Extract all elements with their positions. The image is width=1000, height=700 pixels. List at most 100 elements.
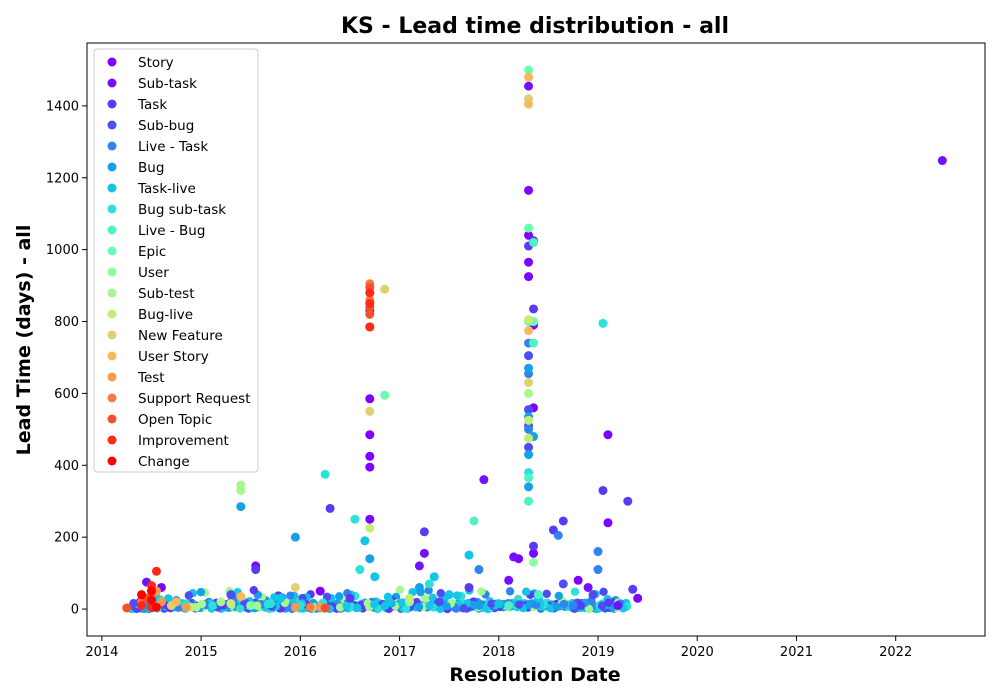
legend-marker: [107, 120, 117, 130]
point-sub-task: [479, 475, 489, 485]
point-new-feature: [290, 582, 300, 592]
point-sub-task: [524, 81, 534, 91]
point-bug-live: [524, 433, 534, 443]
point-user: [246, 600, 256, 610]
point-bug-sub-task: [598, 318, 608, 328]
point-new-feature: [380, 284, 390, 294]
legend-label: Story: [138, 55, 174, 71]
point-user-story: [524, 99, 534, 109]
point-story: [365, 514, 375, 524]
point-bug-live: [524, 315, 534, 325]
legend-label: Live - Task: [138, 139, 208, 155]
legend-label: Bug-live: [138, 307, 193, 323]
point-story: [633, 593, 643, 603]
legend-label: Change: [138, 454, 190, 470]
point-test: [181, 602, 191, 612]
point-story: [365, 430, 375, 440]
baseline-point: [249, 585, 258, 595]
point-bug: [524, 450, 534, 460]
legend: Story Sub-task Task Sub-bug Live - Task Bug Ta…: [93, 48, 259, 473]
point-story: [365, 462, 375, 472]
legend-marker: [107, 99, 117, 109]
legend-label: Test: [137, 370, 165, 386]
baseline-point: [525, 600, 534, 609]
legend-marker: [107, 330, 117, 340]
legend-marker: [107, 78, 117, 88]
point-open-topic: [365, 309, 375, 319]
point-new-feature: [524, 378, 534, 388]
legend-label: Sub-task: [138, 76, 197, 92]
baseline-point: [522, 587, 531, 596]
baseline-point: [370, 600, 379, 609]
point-change: [151, 602, 161, 612]
point-task: [529, 541, 539, 551]
point-bug-sub-task: [320, 469, 330, 479]
point-sub-bug: [226, 590, 236, 600]
point-improvement: [365, 299, 375, 309]
point-story: [524, 272, 534, 282]
baseline-point: [436, 589, 445, 598]
point-task: [628, 584, 638, 594]
baseline-point: [129, 599, 138, 608]
baseline-point: [363, 599, 372, 608]
point-live-task: [553, 530, 563, 540]
point-epic: [524, 65, 534, 75]
baseline-point: [335, 603, 345, 612]
y-tick-label: 800: [54, 315, 79, 330]
point-improvement: [137, 600, 147, 610]
baseline-point: [459, 604, 468, 613]
legend-label: Sub-test: [138, 286, 195, 302]
baseline-point: [604, 598, 613, 607]
point-story: [365, 451, 375, 461]
legend-marker: [107, 57, 117, 67]
point-bug-sub-task: [424, 579, 434, 589]
point-support-request: [305, 602, 315, 612]
baseline-point: [453, 591, 462, 600]
x-axis-label: Resolution Date: [449, 664, 620, 686]
baseline-point: [546, 604, 555, 613]
point-change: [146, 586, 156, 596]
point-new-feature: [365, 406, 375, 416]
x-tick-label: 2017: [383, 645, 416, 660]
point-sub-test: [524, 388, 534, 398]
point-story: [603, 518, 613, 528]
x-tick-label: 2019: [581, 645, 614, 660]
legend-marker: [107, 162, 117, 172]
x-tick-label: 2015: [185, 645, 218, 660]
point-bug: [524, 482, 534, 492]
point-sub-bug: [558, 579, 568, 589]
point-task-live: [494, 599, 504, 609]
legend-marker: [107, 141, 117, 151]
point-sub-bug: [524, 405, 534, 415]
baseline-point: [597, 601, 607, 610]
baseline-point: [184, 591, 194, 600]
point-change: [137, 590, 147, 600]
x-tick-label: 2014: [85, 645, 118, 660]
point-bug-live: [365, 523, 375, 533]
point-task: [419, 527, 429, 537]
legend-marker: [107, 393, 117, 403]
y-tick-label: 0: [71, 603, 79, 618]
legend-marker: [107, 435, 117, 445]
legend-marker: [107, 351, 117, 361]
point-sub-test: [216, 597, 226, 607]
point-epic: [380, 390, 390, 400]
point-story: [524, 257, 534, 267]
point-live-task: [474, 565, 484, 575]
point-live-bug: [504, 600, 514, 610]
point-task: [325, 503, 335, 513]
point-change: [146, 595, 156, 605]
legend-label: Task: [137, 97, 167, 113]
y-tick-label: 400: [54, 459, 79, 474]
point-task: [464, 582, 474, 592]
legend-label: Bug: [138, 160, 164, 176]
point-open-topic: [320, 603, 330, 613]
point-task-live: [385, 597, 395, 607]
point-live-bug: [524, 473, 534, 483]
baseline-point: [322, 592, 332, 601]
legend-label: Open Topic: [138, 412, 212, 428]
legend-label: Bug sub-task: [138, 202, 226, 218]
x-tick-label: 2016: [284, 645, 317, 660]
point-sub-test: [236, 485, 246, 495]
point-task-live: [464, 550, 474, 560]
